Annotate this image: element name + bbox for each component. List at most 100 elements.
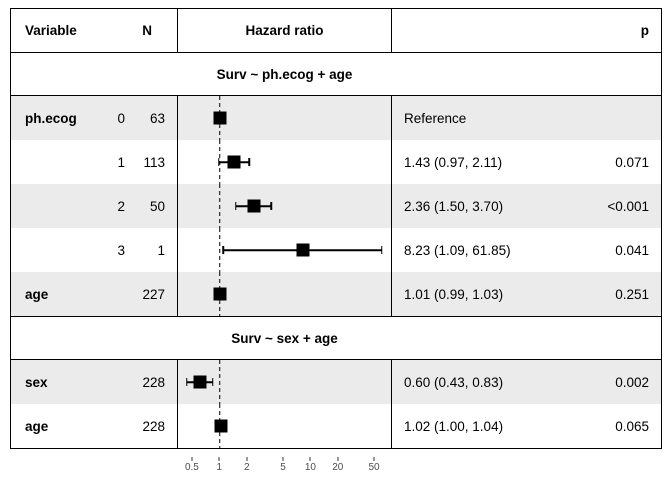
p-value: 0.071 <box>615 154 649 170</box>
estimate-label: 0.60 (0.43, 0.83) <box>404 374 504 390</box>
level-label: 0 <box>117 110 125 126</box>
estimate-cell: 1.02 (1.00, 1.04) 0.065 <box>392 404 661 448</box>
reference-line <box>219 228 221 272</box>
hr-plot-panel <box>177 360 392 404</box>
estimate-cell: Reference <box>392 96 661 140</box>
table-body: Surv ~ ph.ecog + age ph.ecog 0 63 Reference 1… <box>11 52 661 448</box>
hr-marker <box>214 419 228 433</box>
p-value: <0.001 <box>607 198 649 214</box>
label-cell: 2 50 <box>11 184 177 228</box>
hr-marker <box>213 111 227 125</box>
hr-marker <box>227 155 241 169</box>
label-cell: age 228 <box>11 404 177 448</box>
estimate-label: 8.23 (1.09, 61.85) <box>404 242 511 258</box>
ci-cap <box>235 202 237 210</box>
n-value: 1 <box>157 242 165 258</box>
hr-marker <box>213 287 227 301</box>
axis-tick-label: 1 <box>216 462 223 473</box>
estimate-cell: 1.43 (0.97, 2.11) 0.071 <box>392 140 661 184</box>
p-value: 0.065 <box>615 418 649 434</box>
axis-tick <box>282 457 284 461</box>
hr-plot-panel <box>177 228 392 272</box>
n-value: 228 <box>142 418 165 434</box>
n-value: 228 <box>142 374 165 390</box>
section-spacer <box>11 53 177 95</box>
n-value: 227 <box>142 286 165 302</box>
header-row: Variable N Hazard ratio p <box>11 9 661 52</box>
x-axis: 0.5 1 2 5 10 20 50 <box>177 457 392 479</box>
table-row: age 228 1.02 (1.00, 1.04) 0.065 <box>11 404 661 448</box>
section-header-row: Surv ~ sex + age <box>11 316 661 360</box>
section-spacer <box>392 317 661 359</box>
reference-line <box>219 360 221 404</box>
axis-tick-label: 10 <box>304 462 316 473</box>
axis-tick <box>191 457 193 461</box>
estimate-label: Reference <box>404 110 467 126</box>
ci-cap <box>217 158 220 166</box>
p-value: 0.041 <box>615 242 649 258</box>
ci-cap <box>270 202 272 210</box>
axis-tick-label: 20 <box>332 462 344 473</box>
header-label-cell: Variable N <box>11 9 177 52</box>
estimate-cell: 8.23 (1.09, 61.85) 0.041 <box>392 228 661 272</box>
p-header: p <box>640 23 649 38</box>
table-row: 2 50 2.36 (1.50, 3.70) <0.001 <box>11 184 661 228</box>
variable-label: age <box>25 286 49 302</box>
hr-marker <box>247 199 261 213</box>
ci-cap <box>380 246 383 254</box>
table-row: 3 1 8.23 (1.09, 61.85) 0.041 <box>11 228 661 272</box>
estimate-cell: 0.60 (0.43, 0.83) 0.002 <box>392 360 661 404</box>
n-value: 63 <box>149 110 165 126</box>
estimate-cell: 1.01 (0.99, 1.03) 0.251 <box>392 272 661 316</box>
variable-label: sex <box>25 374 48 390</box>
ci-cap <box>222 246 225 254</box>
p-value: 0.251 <box>615 286 649 302</box>
hr-plot-panel <box>177 404 392 448</box>
n-value: 50 <box>149 198 165 214</box>
estimate-label: 1.02 (1.00, 1.04) <box>404 418 504 434</box>
variable-label: age <box>25 418 49 434</box>
table-row: ph.ecog 0 63 Reference <box>11 96 661 140</box>
axis-tick <box>337 457 339 461</box>
axis-tick <box>373 457 375 461</box>
label-cell: sex 228 <box>11 360 177 404</box>
section-spacer <box>11 317 177 359</box>
label-cell: ph.ecog 0 63 <box>11 96 177 140</box>
hr-marker <box>296 243 310 257</box>
p-value: 0.002 <box>615 374 649 390</box>
section-spacer <box>392 53 661 95</box>
estimate-label: 1.01 (0.99, 1.03) <box>404 286 504 302</box>
forest-table: Variable N Hazard ratio p Surv ~ ph.ecog… <box>10 8 662 449</box>
hazard-ratio-header: Hazard ratio <box>177 9 392 52</box>
hr-plot-panel <box>177 184 392 228</box>
label-cell: 1 113 <box>11 140 177 184</box>
table-row: sex 228 0.60 (0.43, 0.83) 0.002 <box>11 360 661 404</box>
hr-plot-panel <box>177 140 392 184</box>
label-cell: age 227 <box>11 272 177 316</box>
header-estimate-cell: p <box>392 9 661 52</box>
n-value: 113 <box>143 154 165 170</box>
estimate-label: 2.36 (1.50, 3.70) <box>404 198 504 214</box>
section-header-row: Surv ~ ph.ecog + age <box>11 52 661 96</box>
level-label: 1 <box>117 154 125 170</box>
table-row: 1 113 1.43 (0.97, 2.11) 0.071 <box>11 140 661 184</box>
reference-line <box>219 184 221 228</box>
level-label: 2 <box>117 198 125 214</box>
hr-plot-panel <box>177 96 392 140</box>
ci-cap <box>186 378 188 386</box>
variable-label: ph.ecog <box>25 110 77 126</box>
hr-marker <box>193 375 207 389</box>
variable-header: Variable <box>25 23 77 38</box>
axis-tick <box>309 457 311 461</box>
ci-cap <box>211 378 214 386</box>
ci-cap <box>248 158 250 166</box>
axis-tick-label: 0.5 <box>184 462 199 473</box>
estimate-label: 1.43 (0.97, 2.11) <box>404 154 503 170</box>
axis-tick <box>246 457 248 461</box>
section-title: Surv ~ ph.ecog + age <box>216 66 353 82</box>
estimate-cell: 2.36 (1.50, 3.70) <0.001 <box>392 184 661 228</box>
axis-tick-label: 50 <box>368 462 380 473</box>
level-label: 3 <box>117 242 125 258</box>
